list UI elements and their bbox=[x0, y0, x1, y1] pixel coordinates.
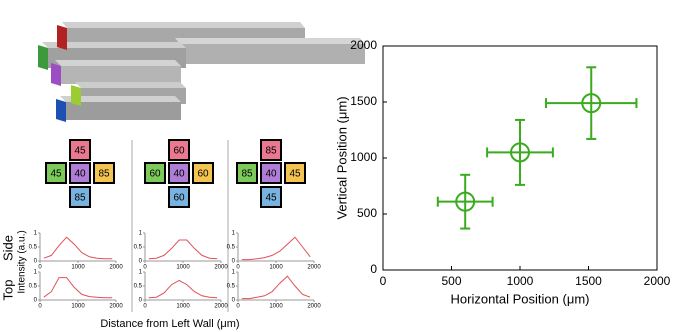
x-tick-label: 1000 bbox=[176, 265, 190, 271]
y-tick-label: 1000 bbox=[350, 150, 377, 164]
y-tick-label: 0.5 bbox=[29, 245, 38, 251]
channel-value: 60 bbox=[149, 169, 161, 180]
x-tick-label: 1000 bbox=[269, 304, 283, 310]
point bbox=[581, 93, 602, 114]
y-tick-label: 0.5 bbox=[134, 245, 143, 251]
y-tick-label: 0 bbox=[139, 298, 143, 304]
top-label: Top bbox=[0, 280, 15, 301]
x-tick-label: 0 bbox=[380, 274, 387, 288]
x-tick-label: 1000 bbox=[71, 265, 85, 271]
x-tick-label: 1000 bbox=[269, 265, 283, 271]
channel-value: 45 bbox=[74, 146, 86, 157]
x-tick-label: 2000 bbox=[307, 304, 321, 310]
channel-value: 85 bbox=[98, 169, 110, 180]
y-tick-label: 0 bbox=[34, 298, 38, 304]
x-tick-label: 0 bbox=[236, 304, 240, 310]
x-tick-label: 2000 bbox=[214, 304, 228, 310]
channel-square bbox=[284, 162, 306, 184]
y-tick-label: 0.5 bbox=[227, 284, 236, 290]
channel-square bbox=[260, 139, 282, 161]
y-tick-label: 2000 bbox=[350, 38, 377, 52]
y-tick-label: 0 bbox=[139, 259, 143, 265]
channel-square bbox=[168, 139, 190, 161]
y-tick-label: 0 bbox=[370, 262, 377, 276]
channel-value: 60 bbox=[197, 169, 209, 180]
intensity-line bbox=[241, 236, 311, 261]
x-tick-label: 2000 bbox=[307, 265, 321, 271]
channel-value: 85 bbox=[241, 169, 253, 180]
channel-value: 45 bbox=[50, 169, 62, 180]
x-tick-label: 1000 bbox=[176, 304, 190, 310]
channel-square bbox=[236, 162, 258, 184]
x-tick-label: 2000 bbox=[644, 274, 671, 288]
x-tick-label: 500 bbox=[441, 274, 461, 288]
channel-square bbox=[192, 162, 214, 184]
channel-square bbox=[69, 139, 91, 161]
channel-square bbox=[260, 162, 282, 184]
y-tick-label: 1 bbox=[34, 231, 38, 237]
y-tick-label: 1500 bbox=[350, 94, 377, 108]
point bbox=[455, 191, 476, 212]
y-tick-label: 1 bbox=[139, 231, 143, 237]
channel-square bbox=[69, 186, 91, 208]
x-tick-label: 1000 bbox=[71, 304, 85, 310]
y-axis-label: Vertical Position (μm) bbox=[334, 96, 349, 219]
channel-value: 45 bbox=[289, 169, 301, 180]
x-tick-label: 0 bbox=[236, 265, 240, 271]
intensity-line bbox=[43, 236, 113, 260]
y-tick-label: 0 bbox=[232, 259, 236, 265]
x-tick-label: 2000 bbox=[109, 265, 123, 271]
side-label: Side bbox=[0, 235, 15, 261]
y-tick-label: 500 bbox=[357, 206, 377, 220]
y-tick-label: 0 bbox=[34, 259, 38, 265]
x-tick-label: 0 bbox=[38, 265, 42, 271]
x-tick-label: 2000 bbox=[214, 265, 228, 271]
channel-value: 60 bbox=[173, 146, 185, 157]
channel-value: 85 bbox=[74, 193, 86, 204]
y-tick-label: 1 bbox=[232, 231, 236, 237]
x-axis-label: Horizontal Position (μm) bbox=[451, 291, 590, 306]
channel-square bbox=[144, 162, 166, 184]
x-tick-label: 1500 bbox=[575, 274, 602, 288]
channel-square bbox=[260, 186, 282, 208]
channel-value: 40 bbox=[74, 169, 86, 180]
channel-value: 60 bbox=[173, 193, 185, 204]
point bbox=[510, 142, 530, 163]
channel-square bbox=[45, 162, 67, 184]
intensity-label: Intensity (a.u.) bbox=[17, 230, 28, 293]
x-tick-label: 0 bbox=[38, 304, 42, 310]
channel-value: 85 bbox=[265, 146, 277, 157]
distance-label: Distance from Left Wall (μm) bbox=[100, 318, 239, 330]
y-tick-label: 1 bbox=[139, 270, 143, 276]
x-tick-label: 0 bbox=[143, 304, 147, 310]
intensity-line bbox=[148, 279, 218, 299]
channel-square bbox=[69, 162, 91, 184]
channel-value: 40 bbox=[265, 169, 277, 180]
intensity-line bbox=[241, 275, 311, 300]
y-tick-label: 0.5 bbox=[29, 284, 38, 290]
channel-square bbox=[168, 186, 190, 208]
device-render bbox=[38, 22, 365, 122]
y-tick-label: 1 bbox=[34, 270, 38, 276]
y-tick-label: 0.5 bbox=[227, 245, 236, 251]
y-tick-label: 0 bbox=[232, 298, 236, 304]
channel-value: 40 bbox=[173, 169, 185, 180]
channel-square bbox=[93, 162, 115, 184]
channel-square bbox=[168, 162, 190, 184]
y-tick-label: 0.5 bbox=[134, 284, 143, 290]
dividers bbox=[131, 140, 229, 312]
x-tick-label: 2000 bbox=[109, 304, 123, 310]
x-tick-label: 0 bbox=[143, 265, 147, 271]
intensity-line bbox=[43, 277, 113, 299]
y-tick-label: 1 bbox=[232, 270, 236, 276]
channel-value: 45 bbox=[265, 193, 277, 204]
intensity-line bbox=[148, 239, 218, 260]
x-tick-label: 1000 bbox=[507, 274, 534, 288]
